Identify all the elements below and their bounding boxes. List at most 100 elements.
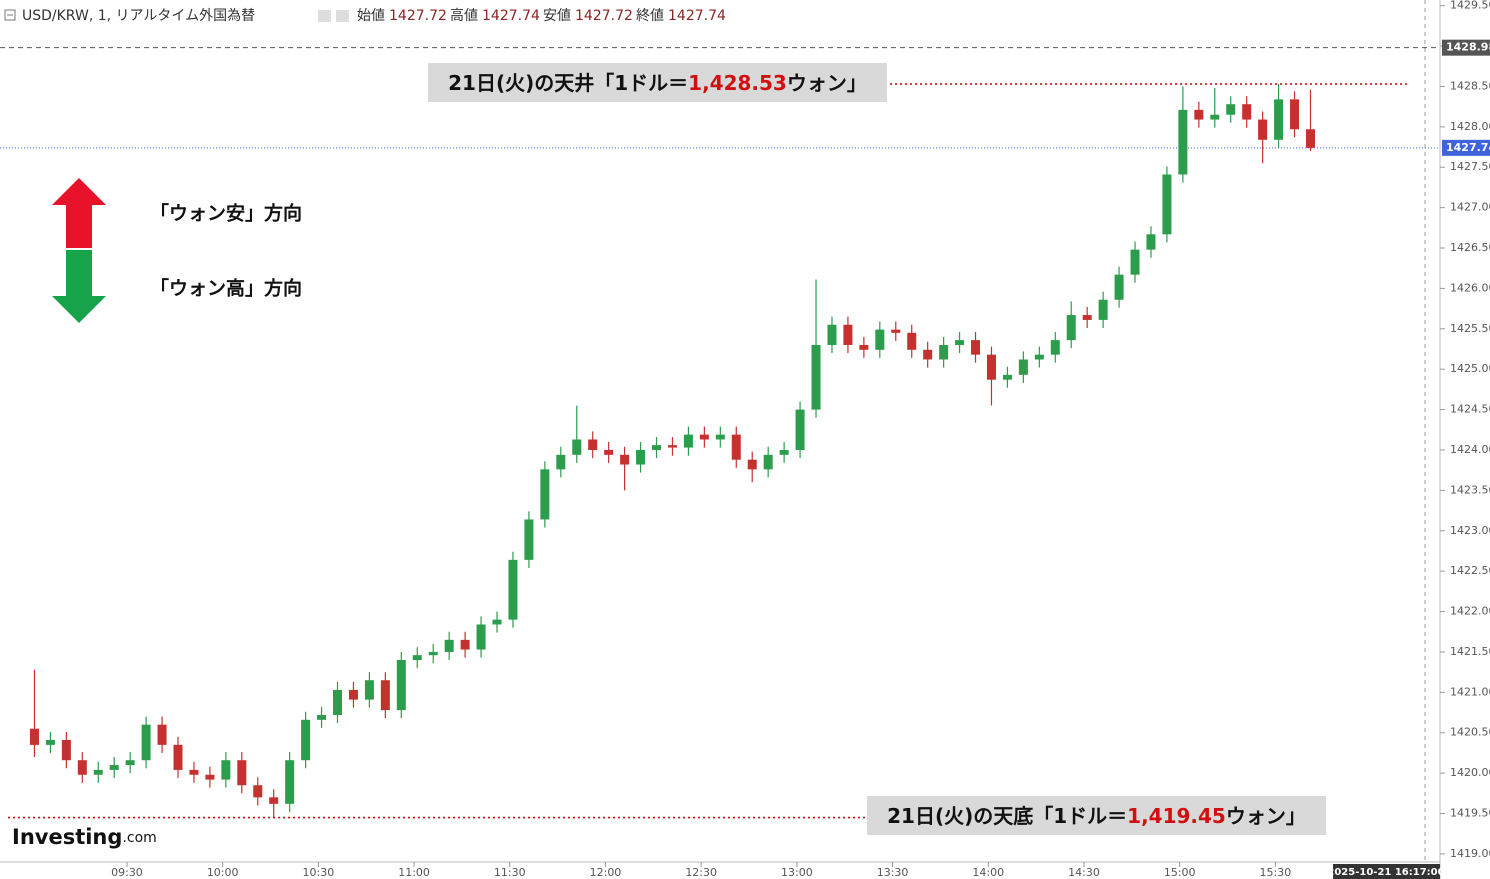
candle-body [77, 760, 87, 775]
annotation-box [428, 63, 887, 102]
candle-body [763, 454, 773, 470]
candle-body [875, 329, 885, 350]
annotation-value: 1,428.53 [688, 71, 787, 95]
annotation-suffix: ウォン」 [787, 71, 867, 95]
candle-body [795, 409, 805, 450]
candle-body [652, 445, 662, 450]
y-tick-label: 1427.50 [1450, 160, 1490, 173]
logo-suffix: .com [122, 830, 156, 846]
candle-body [636, 449, 646, 465]
ohlc-value: 1427.72 [389, 8, 447, 24]
ohlc-label: 安値 [543, 8, 571, 24]
candle-body [779, 449, 789, 455]
y-tick-label: 1426.00 [1450, 281, 1490, 294]
candle-body [396, 660, 406, 711]
x-tick-label: 12:00 [590, 866, 622, 879]
y-tick-label: 1420.00 [1450, 766, 1490, 779]
candle-body [1082, 315, 1092, 320]
candle-body [348, 689, 358, 700]
legend-down: 「ウォン高」方向 [150, 277, 302, 300]
eye-icon[interactable] [318, 10, 331, 22]
annotation-box [867, 796, 1326, 835]
x-tick-label: 14:30 [1068, 866, 1100, 879]
candle-body [412, 655, 422, 661]
ohlc-value: 1427.74 [668, 8, 726, 24]
candle-body [1050, 340, 1060, 355]
candle-body [285, 760, 295, 804]
annotation-prefix: 21日(火)の天井「1ドル＝ [448, 71, 688, 95]
annotation-text: 21日(火)の天井「1ドル＝1,428.53ウォン」 [448, 71, 867, 95]
candle-body [971, 340, 981, 355]
down-arrow [52, 250, 106, 323]
y-tick-label: 1424.00 [1450, 443, 1490, 456]
y-tick-label: 1425.00 [1450, 362, 1490, 375]
candle-body [253, 785, 263, 798]
x-tick-label: 15:00 [1164, 866, 1196, 879]
logo-brand: Investing [12, 825, 122, 849]
candle-body [620, 454, 630, 465]
annotation-text: 21日(火)の天底「1ドル＝1,419.45ウォン」 [887, 804, 1306, 828]
date-tag [1333, 864, 1440, 879]
candle-body [731, 434, 741, 460]
candle-body [843, 324, 853, 345]
ohlc-value: 1427.72 [575, 8, 633, 24]
price-tag-label: 1427.74 [1446, 141, 1490, 154]
candle-body [811, 344, 821, 410]
candle-body [1018, 359, 1028, 375]
x-tick-label: 13:00 [781, 866, 813, 879]
candle-body [1274, 99, 1284, 140]
y-tick-label: 1425.50 [1450, 322, 1490, 335]
candle-body [45, 740, 55, 745]
candle-body [444, 639, 454, 652]
candle-body [556, 454, 566, 470]
candle-body [492, 619, 502, 625]
settings-icon[interactable] [336, 10, 349, 22]
y-tick-label: 1419.50 [1450, 807, 1490, 820]
candle-body [1194, 109, 1204, 120]
collapse-icon[interactable] [4, 9, 16, 21]
candle-body [205, 774, 215, 780]
candle-body [1210, 114, 1220, 120]
ohlc-value: 1427.74 [482, 8, 540, 24]
ohlc-label: 終値 [636, 8, 664, 24]
candle-body [907, 332, 917, 350]
candle-body [540, 469, 550, 520]
y-tick-label: 1422.00 [1450, 605, 1490, 618]
candle-body [667, 445, 677, 448]
candle-body [572, 439, 582, 455]
candle-body [1226, 104, 1236, 115]
candle-body [317, 714, 327, 720]
candle-body [588, 439, 598, 450]
x-tick-label: 10:00 [207, 866, 239, 879]
y-tick-label: 1420.50 [1450, 726, 1490, 739]
candle-body [476, 624, 486, 650]
candle-body [93, 769, 103, 775]
candle-body [747, 459, 757, 470]
symbol: USD/KRW, 1, リアルタイム外国為替 [22, 8, 255, 24]
candle-body [859, 344, 869, 350]
annotation-value: 1,419.45 [1127, 804, 1226, 828]
x-tick-label: 11:30 [494, 866, 526, 879]
y-tick-label: 1428.00 [1450, 120, 1490, 133]
x-tick-label: 13:30 [877, 866, 909, 879]
candle-body [715, 434, 725, 440]
candle-body [524, 519, 534, 560]
candle-body [1066, 315, 1076, 341]
candle-body [364, 680, 374, 700]
y-tick-label: 1423.50 [1450, 483, 1490, 496]
candle-body [1178, 109, 1188, 175]
candle-body [1258, 119, 1268, 140]
candle-body [891, 329, 901, 333]
ohlc-label: 始値 [357, 8, 385, 24]
candle-body [125, 760, 135, 766]
price-tag [1442, 39, 1490, 56]
y-tick-label: 1423.00 [1450, 524, 1490, 537]
candle-body [1162, 174, 1172, 235]
y-tick-label: 1419.00 [1450, 847, 1490, 860]
candle-body [1290, 99, 1300, 130]
candle-body [604, 449, 614, 455]
candle-body [1002, 374, 1012, 380]
candle-body [460, 639, 470, 650]
x-tick-label: 12:30 [685, 866, 717, 879]
